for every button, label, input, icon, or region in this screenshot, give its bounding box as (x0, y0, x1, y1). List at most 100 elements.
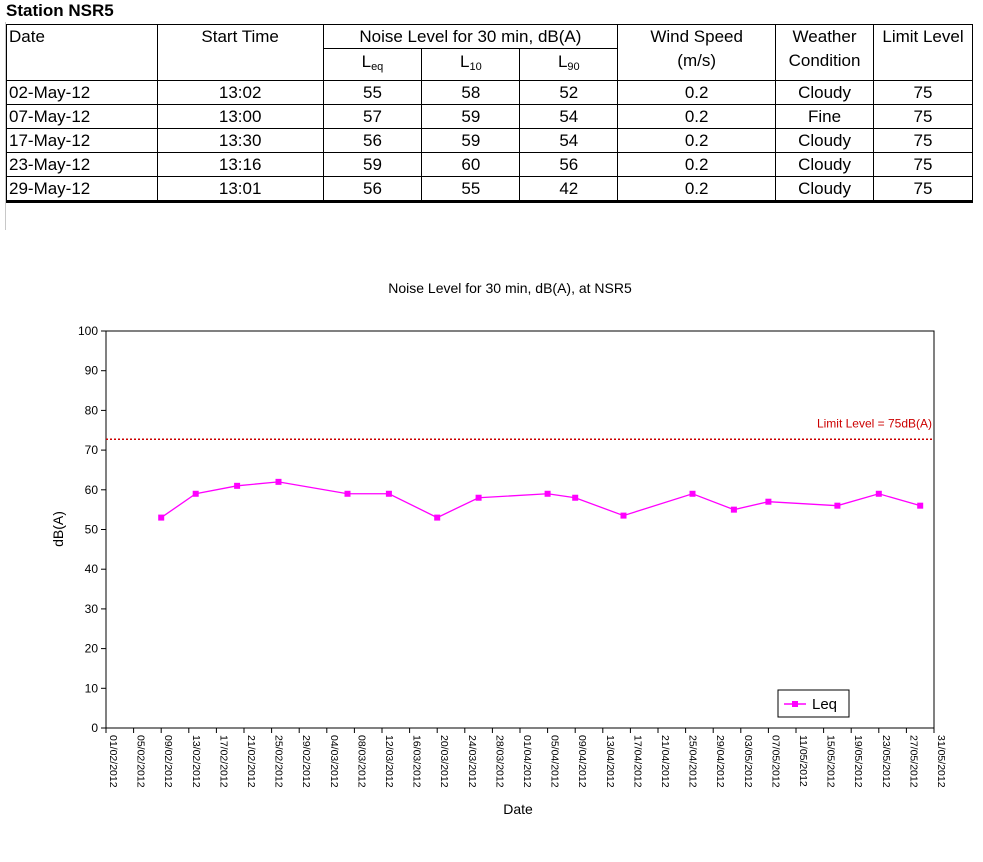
x-tick-label: 07/05/2012 (769, 735, 781, 788)
table-subheader-row: Leq L 10 L90 (7, 48, 973, 81)
cell-wind-speed: 0.2 (617, 176, 777, 203)
cell-wind-speed: 0.2 (617, 104, 777, 129)
header-l90: L90 (519, 48, 619, 81)
header-leq-main: L (361, 52, 372, 71)
cell-l90: 42 (519, 176, 619, 203)
cell-leq: 59 (322, 152, 423, 177)
x-tick-label: 28/03/2012 (493, 735, 505, 788)
limit-line-group: Limit Level = 75dB(A) (106, 416, 934, 440)
x-tick-label: 23/05/2012 (880, 735, 892, 788)
table-row: 17-May-12 13:30 56 59 54 0.2 Cloudy 75 (6, 128, 974, 153)
cell-limit: 75 (872, 152, 974, 177)
cell-weather: Cloudy (775, 176, 874, 203)
x-tick-label: 09/02/2012 (162, 735, 174, 788)
y-tick-label: 100 (78, 324, 98, 338)
x-tick-label: 20/03/2012 (438, 735, 450, 788)
table-row: 29-May-12 13:01 56 55 42 0.2 Cloudy 75 (6, 176, 974, 203)
legend-marker (792, 701, 798, 707)
x-tick-label: 24/03/2012 (466, 735, 478, 788)
x-tick-label: 01/02/2012 (107, 735, 119, 788)
cell-date: 29-May-12 (6, 176, 158, 203)
header-l90-sub: 90 (567, 61, 580, 73)
x-tick-label: 15/05/2012 (825, 735, 837, 788)
x-axis-label: Date (503, 801, 533, 817)
cell-l90: 56 (519, 152, 619, 177)
cell-wind-speed: 0.2 (617, 152, 777, 177)
x-tick-label: 08/03/2012 (355, 735, 367, 788)
y-tick-label: 0 (91, 721, 98, 735)
y-tick-label: 70 (85, 443, 99, 457)
cell-l10: 55 (421, 176, 521, 203)
x-tick-label: 03/05/2012 (742, 735, 754, 788)
data-point (158, 514, 165, 521)
y-tick-label: 10 (85, 681, 99, 695)
data-point (275, 478, 282, 485)
series-group (158, 478, 924, 521)
cell-date: 17-May-12 (6, 128, 158, 153)
cell-weather: Cloudy (775, 80, 874, 105)
x-tick-label: 01/04/2012 (521, 735, 533, 788)
cell-leq: 56 (322, 176, 423, 203)
data-point (544, 490, 551, 497)
header-date: Date (6, 24, 158, 81)
x-tick-label: 27/05/2012 (907, 735, 919, 788)
x-tick-label: 13/04/2012 (604, 735, 616, 788)
data-point (434, 514, 441, 521)
x-tick-label: 25/04/2012 (687, 735, 699, 788)
x-tick-label: 17/04/2012 (631, 735, 643, 788)
x-tick-label: 21/04/2012 (659, 735, 671, 788)
station-title: Station NSR5 (6, 1, 114, 20)
x-tick-label: 04/03/2012 (328, 735, 340, 788)
x-tick-label: 12/03/2012 (383, 735, 395, 788)
data-point (344, 490, 351, 497)
data-point (834, 502, 841, 509)
header-wind-speed-label: Wind Speed (650, 27, 743, 46)
header-limit-level: Limit Level (872, 24, 974, 81)
y-axis-label: dB(A) (50, 511, 66, 547)
x-tick-label: 11/05/2012 (797, 735, 809, 787)
header-leq-sub: eq (371, 61, 384, 73)
y-axis: 0 10 20 30 40 50 60 70 80 90 100 (78, 324, 106, 735)
noise-data-table: Date Start Time Noise Level for 30 min, … (6, 24, 974, 203)
cell-weather: Cloudy (775, 128, 874, 153)
table-row: 07-May-12 13:00 57 59 54 0.2 Fine 75 (6, 104, 974, 129)
data-point (875, 490, 882, 497)
data-point (730, 506, 737, 513)
x-tick-label: 05/04/2012 (549, 735, 561, 788)
data-point (917, 502, 924, 509)
y-tick-label: 50 (85, 523, 99, 537)
cell-l90: 52 (519, 80, 619, 105)
y-tick-label: 90 (85, 364, 99, 378)
header-leq: Leq (322, 48, 423, 81)
y-tick-label: 60 (85, 483, 99, 497)
data-point (572, 494, 579, 501)
series-line-leq (160, 481, 921, 519)
header-wind-speed-unit: (m/s) (677, 51, 717, 70)
x-tick-label: 19/05/2012 (852, 735, 864, 788)
header-weather-label: Weather (792, 27, 857, 46)
table-header-row: Date Start Time Noise Level for 30 min, … (6, 24, 974, 81)
header-wind-speed: Wind Speed (m/s) (617, 24, 777, 81)
x-tick-label: 05/02/2012 (135, 735, 147, 788)
x-tick-label: 16/03/2012 (411, 735, 423, 788)
cell-start-time: 13:01 (156, 176, 324, 203)
data-point (385, 490, 392, 497)
y-tick-label: 80 (85, 403, 99, 417)
x-tick-label: 25/02/2012 (273, 735, 285, 788)
data-point (234, 482, 241, 489)
x-tick-label: 21/02/2012 (245, 735, 257, 788)
data-point (620, 512, 627, 519)
plot-area (105, 330, 935, 729)
cell-limit: 75 (872, 176, 974, 203)
chart-title: Noise Level for 30 min, dB(A), at NSR5 (388, 280, 632, 296)
y-tick-label: 40 (85, 562, 99, 576)
table-row: 23-May-12 13:16 59 60 56 0.2 Cloudy 75 (6, 152, 974, 177)
limit-line-label: Limit Level = 75dB(A) (817, 416, 932, 430)
y-tick-label: 20 (85, 642, 99, 656)
header-weather-label2: Condition (788, 51, 861, 70)
cell-weather: Cloudy (775, 152, 874, 177)
header-l10-sub: 10 (469, 61, 482, 73)
cell-date: 07-May-12 (6, 104, 158, 129)
cell-l90: 54 (519, 128, 619, 153)
